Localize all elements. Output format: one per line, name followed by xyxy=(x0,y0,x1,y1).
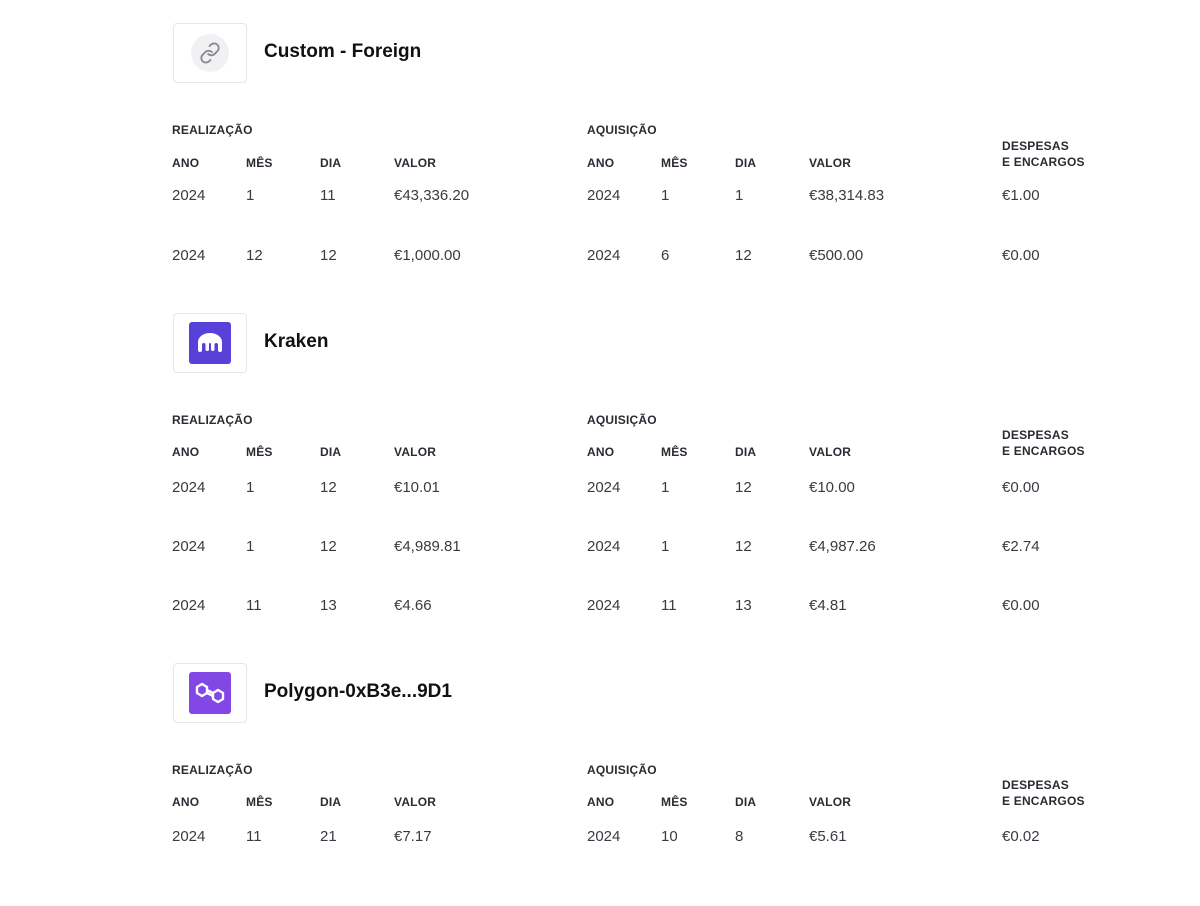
cell-realizacao-valor: €10.01 xyxy=(394,479,440,496)
cell-despesas: €0.00 xyxy=(1002,247,1040,264)
cell-aquisicao-dia: 12 xyxy=(735,538,752,555)
cell-realizacao-mes: 11 xyxy=(246,597,262,614)
cell-aquisicao-mes: 1 xyxy=(661,479,670,496)
header-valor: VALOR xyxy=(394,445,437,459)
header-mes: MÊS xyxy=(246,156,273,170)
exchange-logo xyxy=(173,23,247,83)
cell-realizacao-mes: 12 xyxy=(246,247,263,264)
cell-aquisicao-dia: 8 xyxy=(735,828,744,845)
header-dia: DIA xyxy=(320,156,342,170)
header-valor: VALOR xyxy=(394,156,437,170)
header-valor: VALOR xyxy=(809,445,852,459)
cell-aquisicao-mes: 11 xyxy=(661,597,677,614)
cell-aquisicao-ano: 2024 xyxy=(587,597,621,614)
cell-realizacao-dia: 12 xyxy=(320,247,337,264)
cell-realizacao-valor: €4.66 xyxy=(394,597,432,614)
cell-realizacao-valor: €7.17 xyxy=(394,828,432,845)
cell-aquisicao-mes: 10 xyxy=(661,828,678,845)
cell-realizacao-ano: 2024 xyxy=(172,247,206,264)
header-dia: DIA xyxy=(320,445,342,459)
aquisicao-heading: AQUISIÇÃO xyxy=(587,763,657,777)
cell-despesas: €0.00 xyxy=(1002,597,1040,614)
cell-aquisicao-ano: 2024 xyxy=(587,187,621,204)
header-mes: MÊS xyxy=(246,795,273,809)
cell-realizacao-ano: 2024 xyxy=(172,538,206,555)
cell-despesas: €2.74 xyxy=(1002,538,1040,555)
cell-realizacao-mes: 1 xyxy=(246,479,255,496)
header-despesas: DESPESAS E ENCARGOS xyxy=(1002,778,1085,808)
cell-despesas: €0.00 xyxy=(1002,479,1040,496)
header-ano: ANO xyxy=(587,795,615,809)
cell-realizacao-ano: 2024 xyxy=(172,597,206,614)
cell-aquisicao-dia: 1 xyxy=(735,187,744,204)
header-mes: MÊS xyxy=(661,795,688,809)
header-ano: ANO xyxy=(172,445,200,459)
cell-aquisicao-ano: 2024 xyxy=(587,247,621,264)
realizacao-heading: REALIZAÇÃO xyxy=(172,413,253,427)
link-icon xyxy=(191,34,229,72)
cell-aquisicao-valor: €10.00 xyxy=(809,479,855,496)
cell-aquisicao-dia: 12 xyxy=(735,479,752,496)
cell-realizacao-ano: 2024 xyxy=(172,828,206,845)
cell-despesas: €0.02 xyxy=(1002,828,1040,845)
cell-aquisicao-mes: 1 xyxy=(661,187,670,204)
cell-aquisicao-dia: 13 xyxy=(735,597,752,614)
aquisicao-heading: AQUISIÇÃO xyxy=(587,123,657,137)
realizacao-heading: REALIZAÇÃO xyxy=(172,763,253,777)
cell-realizacao-mes: 11 xyxy=(246,828,262,845)
exchange-section-kraken: Kraken REALIZAÇÃO AQUISIÇÃO ANO MÊS DIA … xyxy=(172,313,1092,633)
aquisicao-heading: AQUISIÇÃO xyxy=(587,413,657,427)
cell-realizacao-ano: 2024 xyxy=(172,187,206,204)
cell-realizacao-valor: €1,000.00 xyxy=(394,247,461,264)
cell-realizacao-mes: 1 xyxy=(246,538,255,555)
cell-aquisicao-valor: €4.81 xyxy=(809,597,847,614)
exchange-section-polygon: Polygon-0xB3e...9D1 REALIZAÇÃO AQUISIÇÃO… xyxy=(172,663,1092,863)
exchange-name: Kraken xyxy=(264,331,329,352)
cell-aquisicao-valor: €500.00 xyxy=(809,247,864,264)
realizacao-heading: REALIZAÇÃO xyxy=(172,123,253,137)
cell-aquisicao-mes: 6 xyxy=(661,247,670,264)
cell-aquisicao-mes: 1 xyxy=(661,538,670,555)
cell-aquisicao-valor: €4,987.26 xyxy=(809,538,876,555)
exchange-logo xyxy=(173,663,247,723)
exchange-logo xyxy=(173,313,247,373)
cell-realizacao-dia: 12 xyxy=(320,479,337,496)
header-mes: MÊS xyxy=(246,445,273,459)
header-dia: DIA xyxy=(735,445,757,459)
header-ano: ANO xyxy=(587,156,615,170)
header-ano: ANO xyxy=(172,795,200,809)
header-dia: DIA xyxy=(320,795,342,809)
exchange-section-custom-foreign: Custom - Foreign REALIZAÇÃO AQUISIÇÃO AN… xyxy=(172,23,1092,283)
header-ano: ANO xyxy=(587,445,615,459)
cell-realizacao-ano: 2024 xyxy=(172,479,206,496)
cell-aquisicao-ano: 2024 xyxy=(587,479,621,496)
kraken-logo-icon xyxy=(189,322,231,364)
cell-aquisicao-valor: €38,314.83 xyxy=(809,187,885,204)
cell-aquisicao-ano: 2024 xyxy=(587,828,621,845)
cell-realizacao-dia: 21 xyxy=(320,828,337,845)
cell-realizacao-dia: 12 xyxy=(320,538,337,555)
header-valor: VALOR xyxy=(394,795,437,809)
header-dia: DIA xyxy=(735,156,757,170)
header-mes: MÊS xyxy=(661,445,688,459)
header-valor: VALOR xyxy=(809,156,852,170)
header-valor: VALOR xyxy=(809,795,852,809)
cell-realizacao-dia: 13 xyxy=(320,597,337,614)
cell-aquisicao-ano: 2024 xyxy=(587,538,621,555)
cell-realizacao-dia: 11 xyxy=(320,187,336,204)
cell-realizacao-valor: €43,336.20 xyxy=(394,187,470,204)
header-despesas: DESPESAS E ENCARGOS xyxy=(1002,139,1085,169)
header-dia: DIA xyxy=(735,795,757,809)
header-despesas: DESPESAS E ENCARGOS xyxy=(1002,428,1085,458)
cell-despesas: €1.00 xyxy=(1002,187,1040,204)
cell-realizacao-mes: 1 xyxy=(246,187,255,204)
cell-aquisicao-dia: 12 xyxy=(735,247,752,264)
exchange-name: Polygon-0xB3e...9D1 xyxy=(264,681,452,702)
exchange-name: Custom - Foreign xyxy=(264,41,422,62)
header-ano: ANO xyxy=(172,156,200,170)
polygon-logo-icon xyxy=(189,672,231,714)
cell-realizacao-valor: €4,989.81 xyxy=(394,538,461,555)
cell-aquisicao-valor: €5.61 xyxy=(809,828,847,845)
header-mes: MÊS xyxy=(661,156,688,170)
